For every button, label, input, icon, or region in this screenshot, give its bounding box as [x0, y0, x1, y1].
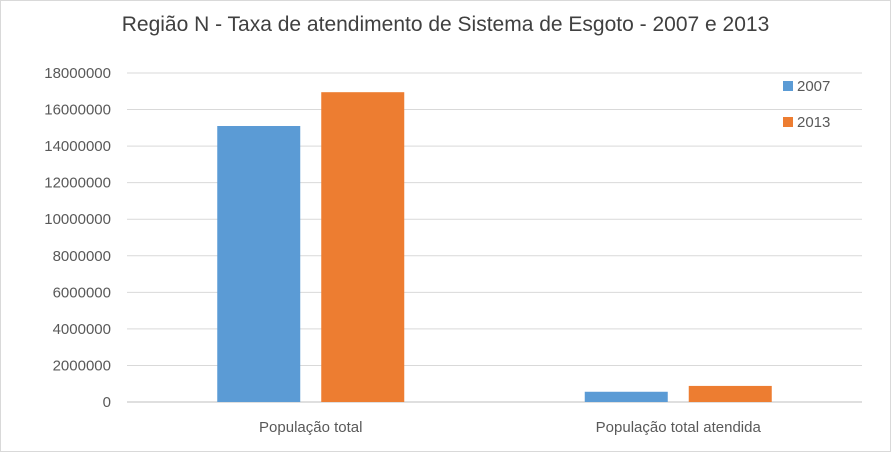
bar-2007	[217, 126, 301, 402]
y-tick-label: 6000000	[53, 284, 111, 301]
legend-label: 2013	[797, 114, 830, 131]
y-tick-label: 4000000	[53, 321, 111, 338]
y-tick-label: 10000000	[44, 211, 111, 228]
y-tick-label: 16000000	[44, 102, 111, 119]
y-tick-label: 8000000	[53, 248, 111, 265]
bar-2007	[584, 391, 668, 402]
bar-2013	[688, 385, 772, 402]
legend-swatch-2013	[783, 117, 793, 127]
bar-2013	[321, 92, 405, 403]
x-category-label: População total	[259, 419, 362, 436]
chart-title: Região N - Taxa de atendimento de Sistem…	[121, 13, 770, 36]
legend-swatch-2007	[783, 81, 793, 91]
legend-label: 2007	[797, 78, 830, 95]
y-tick-label: 12000000	[44, 175, 111, 192]
x-category-label: População total atendida	[596, 419, 762, 436]
y-tick-label: 14000000	[44, 138, 111, 155]
y-tick-label: 0	[103, 394, 111, 411]
y-tick-label: 18000000	[44, 65, 111, 82]
y-tick-label: 2000000	[53, 357, 111, 374]
